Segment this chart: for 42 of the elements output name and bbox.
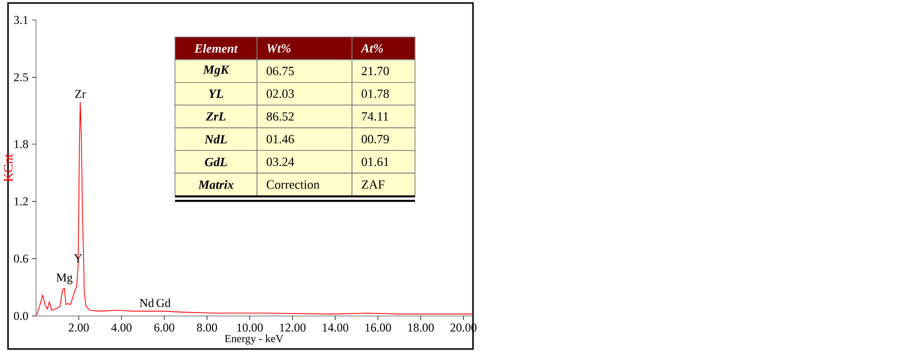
annotation: ZrL <box>206 112 226 121</box>
annotation: 74.11 <box>362 112 388 121</box>
x-tick-label: 4.00 <box>111 324 132 332</box>
y-tick-label: 1.8 <box>14 140 28 148</box>
annotation: Mg <box>56 274 73 284</box>
annotation: NdL <box>204 134 227 144</box>
annotation: GdL <box>204 157 227 166</box>
x-tick-label: 10.00 <box>237 324 263 332</box>
annotation: Correction <box>266 180 320 189</box>
y-tick-label: 1.2 <box>14 197 28 206</box>
y-tick-label: 0.6 <box>14 254 28 263</box>
annotation: Element <box>194 44 238 53</box>
annotation: Nd <box>140 298 154 308</box>
annotation: 02.03 <box>266 90 294 98</box>
annotation: ZAF <box>362 180 384 189</box>
annotation: 01.78 <box>362 90 389 98</box>
x-tick-label: 14.00 <box>322 324 348 332</box>
annotation: 03.24 <box>266 158 294 166</box>
annotation: MgK <box>202 66 230 76</box>
x-tick-label: 8.00 <box>196 324 218 332</box>
y-tick-label: 2.5 <box>14 73 28 82</box>
annotation: 00.79 <box>362 134 389 144</box>
annotation: 01.61 <box>362 158 389 166</box>
x-tick-label: 12.00 <box>280 324 306 332</box>
annotation: 01.46 <box>266 134 294 144</box>
annotation: Matrix <box>198 180 234 189</box>
annotation: 06.75 <box>266 66 294 76</box>
annotation: Gd <box>156 298 171 308</box>
y-axis-title: KCnt <box>4 154 13 182</box>
x-tick-label: 16.00 <box>366 324 392 332</box>
annotation: YL <box>209 90 224 98</box>
y-tick-label: 3.1 <box>14 16 28 24</box>
annotation: Zr <box>75 90 86 98</box>
y-tick-label: 0.0 <box>14 312 28 320</box>
annotation: 86.52 <box>266 112 294 121</box>
x-axis-title: Energy - keV <box>224 334 284 345</box>
annotation: At% <box>360 44 383 53</box>
x-tick-label: 18.00 <box>408 324 434 332</box>
x-tick-label: 6.00 <box>154 324 174 332</box>
annotation: 21.70 <box>362 66 389 76</box>
annotation: Wt% <box>267 44 291 53</box>
x-tick-label: 2.00 <box>68 324 89 332</box>
